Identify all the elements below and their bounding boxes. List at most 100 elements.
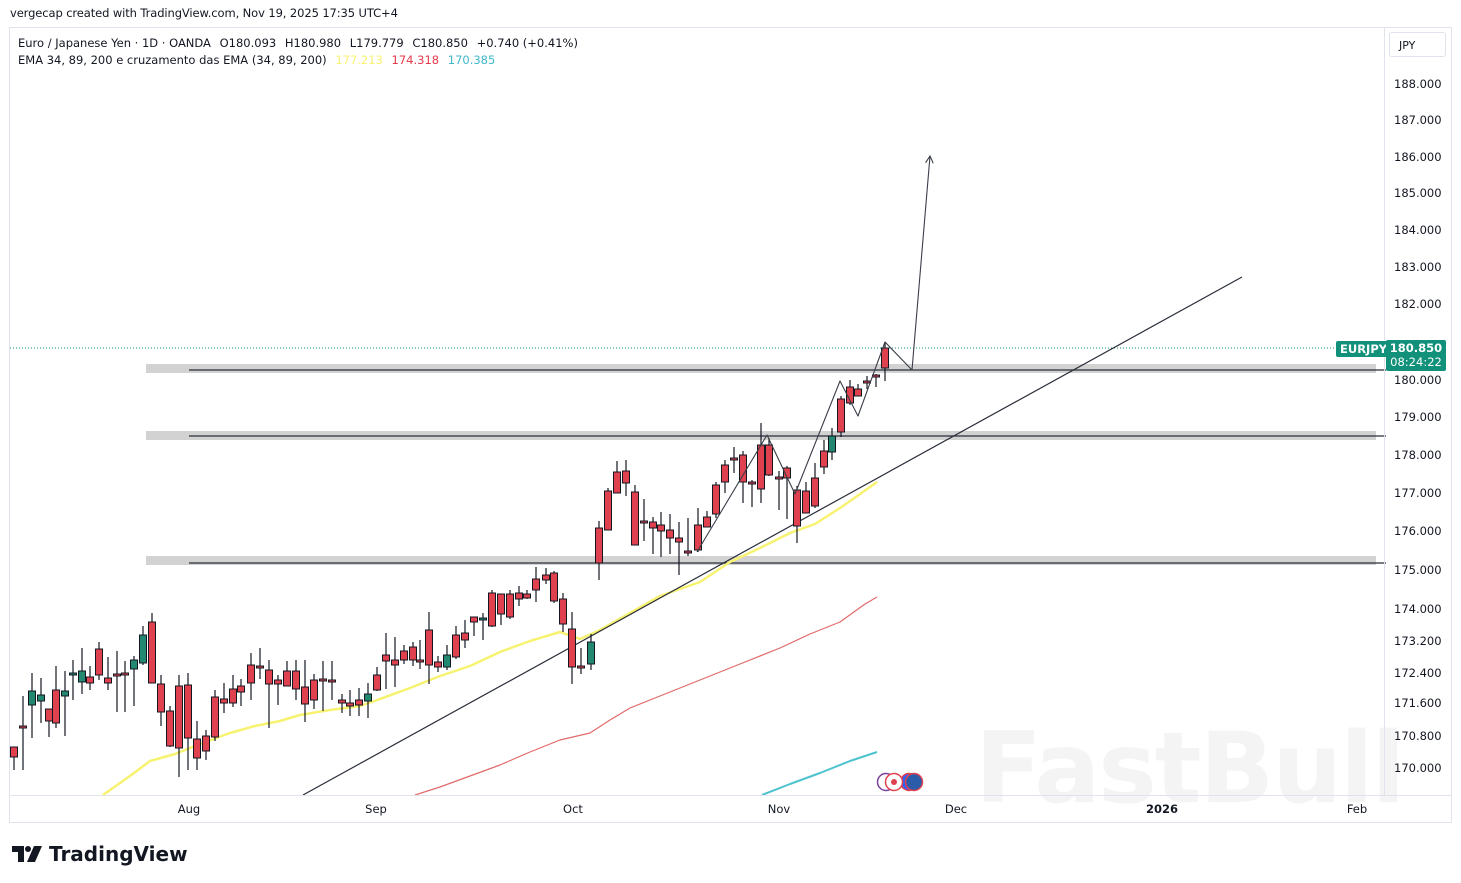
price-tick: 171.600 [1394,696,1442,710]
ema89-value: 174.318 [391,53,440,67]
candle-down [793,489,801,527]
candle-down [604,490,612,531]
candle-down [657,524,665,532]
candle-down [820,450,828,468]
legend-high: H180.980 [284,36,342,50]
candle-down [382,654,390,662]
legend-title[interactable]: Euro / Japanese Yen · 1D · OANDA [18,36,211,50]
legend-row-symbol: Euro / Japanese Yen · 1D · OANDA O180.09… [18,35,583,52]
candle-down [328,679,336,683]
candle-down [470,616,478,623]
currency-button[interactable]: JPY [1389,32,1446,57]
candle-down [301,686,309,705]
candle-down [497,593,505,615]
candle-down [19,725,27,729]
price-axis[interactable] [1384,28,1451,795]
tradingview-logo[interactable]: TradingView [12,842,188,866]
candle-down [712,484,720,515]
candle-down [523,593,531,599]
candle-down [52,689,60,724]
candle-down [863,380,871,384]
support-resistance-zone [146,556,1376,565]
price-tick: 179.000 [1394,410,1442,424]
candle-up [364,693,372,702]
candle-down [721,464,729,483]
time-tick: Feb [1346,802,1368,816]
legend-open: O180.093 [219,36,277,50]
candle-down [113,673,121,677]
candle-down [452,634,460,658]
candle-down [391,659,399,666]
candle-down [613,471,621,494]
time-tick: Oct [563,802,583,816]
candle-down [373,674,381,691]
bar-countdown: 08:24:22 [1390,355,1442,369]
candle-down [811,477,819,507]
price-tick: 182.000 [1394,297,1442,311]
price-tick: 188.000 [1394,77,1442,91]
legend-close: C180.850 [412,36,468,50]
candle-down [461,632,469,641]
ema34-value: 177.213 [335,53,383,67]
candle-down [775,476,783,480]
time-tick: Dec [944,802,968,816]
price-tick: 176.000 [1394,524,1442,538]
candle-up [587,641,595,665]
legend-change: +0.740 (+0.41%) [476,36,578,50]
candle-down [515,592,523,600]
candle-down [104,677,112,684]
chart-frame [9,27,1452,823]
candle-up [139,634,147,664]
tradingview-logo-text: TradingView [49,842,188,866]
price-tick: 177.000 [1394,486,1442,500]
candle-down [532,578,540,591]
credit-text: vergecap created with TradingView.com, N… [10,6,398,20]
legend-row-indicator: EMA 34, 89, 200 e cruzamento das EMA (34… [18,52,583,69]
candle-down [622,470,630,484]
candle-down [666,529,674,539]
ema200-value: 170.385 [447,53,496,67]
candle-down [649,521,657,529]
candle-down [10,746,18,758]
time-axis[interactable] [10,795,1451,822]
candle-down [193,738,201,759]
time-tick: Aug [177,802,201,816]
price-tick: 172.400 [1394,666,1442,680]
candle-down [550,572,558,602]
candle-down [220,698,228,704]
candle-down [292,670,300,690]
candle-down [274,679,282,685]
price-tick: 180.000 [1394,373,1442,387]
candle-down [166,710,174,747]
economic-events-icon[interactable] [876,772,924,792]
price-tick: 184.000 [1394,223,1442,237]
legend: Euro / Japanese Yen · 1D · OANDA O180.09… [18,35,583,69]
price-tick: 173.200 [1394,634,1442,648]
candle-down [802,490,810,514]
last-price: 180.850 [1389,341,1443,355]
candle-down [854,388,862,397]
candle-down [283,670,291,687]
candle-down [425,629,433,666]
candle-down [416,659,424,663]
candle-down [684,550,692,554]
price-tick: 170.800 [1394,729,1442,743]
candle-up [130,659,138,670]
candle-up [78,670,86,683]
candle-up [37,694,45,702]
candle-down [256,665,264,669]
candle-down [434,661,442,668]
indicator-name[interactable]: EMA 34, 89, 200 e cruzamento das EMA (34… [18,53,327,67]
symbol-tag: EURJPY [1336,341,1392,357]
candle-down [640,520,648,524]
price-tick: 186.000 [1394,150,1442,164]
candle-down [319,678,327,682]
candle-down [121,672,129,676]
candle-down [409,646,417,661]
candle-down [730,457,738,461]
candle-up [61,690,69,697]
candle-down [837,398,845,433]
candle-down [229,688,237,704]
watermark: FastBull [975,712,1405,826]
